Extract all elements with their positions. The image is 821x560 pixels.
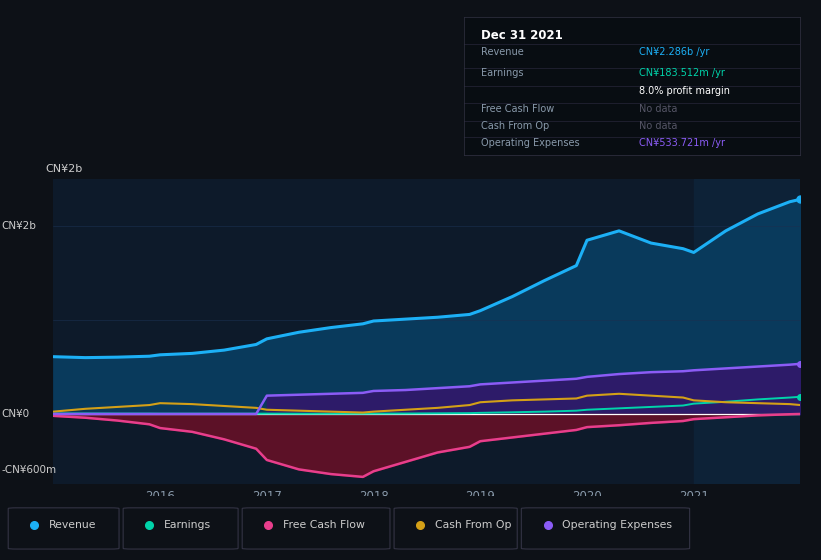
Text: Operating Expenses: Operating Expenses (562, 520, 672, 530)
Text: Revenue: Revenue (481, 47, 524, 57)
Text: Cash From Op: Cash From Op (481, 121, 549, 131)
Text: CN¥183.512m /yr: CN¥183.512m /yr (639, 68, 725, 78)
Text: Dec 31 2021: Dec 31 2021 (481, 30, 562, 43)
Text: 8.0% profit margin: 8.0% profit margin (639, 86, 730, 96)
Text: Operating Expenses: Operating Expenses (481, 138, 580, 148)
Text: Revenue: Revenue (49, 520, 97, 530)
Text: CN¥2b: CN¥2b (45, 164, 82, 174)
Text: No data: No data (639, 104, 677, 114)
Text: No data: No data (639, 121, 677, 131)
Text: CN¥533.721m /yr: CN¥533.721m /yr (639, 138, 725, 148)
Text: Free Cash Flow: Free Cash Flow (481, 104, 554, 114)
Text: Earnings: Earnings (164, 520, 211, 530)
Text: Free Cash Flow: Free Cash Flow (283, 520, 365, 530)
Text: CN¥2b: CN¥2b (2, 221, 36, 231)
Text: CN¥0: CN¥0 (2, 409, 30, 419)
Text: CN¥2.286b /yr: CN¥2.286b /yr (639, 47, 709, 57)
Text: Earnings: Earnings (481, 68, 523, 78)
Bar (694, 179, 800, 484)
Text: -CN¥600m: -CN¥600m (2, 465, 57, 475)
Text: Cash From Op: Cash From Op (435, 520, 511, 530)
